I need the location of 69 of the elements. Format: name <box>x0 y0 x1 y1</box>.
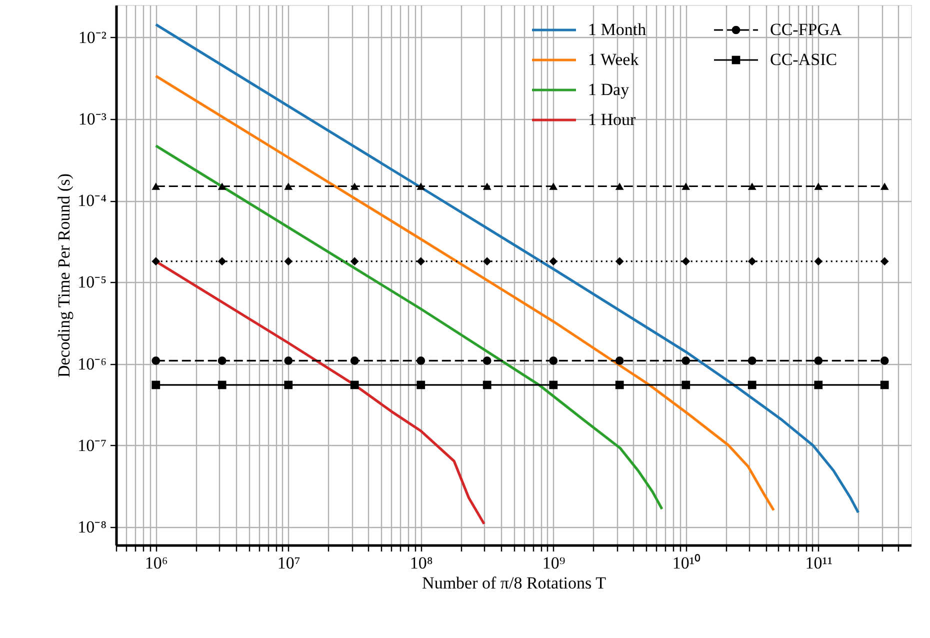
x-tick-label: 10⁸ <box>410 554 433 572</box>
point <box>615 182 624 190</box>
legend-label: 1 Week <box>588 50 640 69</box>
y-tick-label: 10⁻² <box>78 28 106 47</box>
point <box>748 257 756 266</box>
point <box>284 182 293 190</box>
point <box>549 380 558 390</box>
point <box>350 356 359 365</box>
point <box>880 356 889 365</box>
point <box>152 257 160 266</box>
legend-label: CC-FPGA <box>770 20 843 39</box>
point <box>416 380 426 390</box>
point <box>218 380 226 390</box>
point <box>416 356 426 365</box>
x-axis-title: Number of π/8 Rotations T <box>422 574 607 592</box>
point <box>549 182 558 190</box>
y-axis-title: Decoding Time Per Round (s) <box>54 174 74 378</box>
point <box>218 356 226 365</box>
y-tick-label: 10⁻³ <box>78 110 106 129</box>
legend-label: 1 Month <box>588 20 647 39</box>
point <box>880 182 889 190</box>
x-tick-label: 10⁹ <box>542 554 566 572</box>
y-tick-label: 10⁻⁸ <box>78 517 107 536</box>
point <box>350 257 359 266</box>
y-tick-label: 10⁻⁷ <box>78 436 107 455</box>
point <box>682 356 690 365</box>
point <box>549 356 558 365</box>
point <box>482 257 492 266</box>
point <box>615 257 624 266</box>
y-tick-label: 10⁻⁶ <box>78 354 107 374</box>
point <box>218 182 226 190</box>
point <box>482 380 492 390</box>
point <box>284 380 293 390</box>
point <box>880 257 889 266</box>
point <box>814 356 823 365</box>
legend-label: 1 Hour <box>588 110 636 129</box>
point <box>482 182 492 190</box>
point <box>814 182 823 190</box>
point <box>549 257 558 266</box>
y-tick-label: 10⁻⁴ <box>78 191 107 210</box>
point <box>416 182 426 190</box>
point <box>615 380 624 390</box>
x-tick-label: 10⁷ <box>277 554 300 572</box>
x-tick-label: 10¹⁰ <box>672 554 700 572</box>
point <box>748 356 756 365</box>
point <box>880 380 889 390</box>
point <box>152 356 160 365</box>
point <box>350 182 359 190</box>
point <box>284 356 293 365</box>
point <box>152 182 160 190</box>
point <box>682 182 690 190</box>
point <box>416 257 426 266</box>
y-tick-label: 10⁻⁵ <box>78 272 107 292</box>
point <box>682 380 690 390</box>
point <box>682 257 690 266</box>
point <box>814 380 823 390</box>
point <box>218 257 226 266</box>
point <box>814 257 823 266</box>
point <box>748 380 756 390</box>
point <box>482 356 492 365</box>
point <box>615 356 624 365</box>
point <box>284 257 293 266</box>
point <box>350 380 359 390</box>
x-tick-label: 10⁶ <box>144 554 168 572</box>
legend-label: CC-ASIC <box>770 50 838 69</box>
legend-label: 1 Day <box>588 80 630 99</box>
point <box>152 380 160 390</box>
x-tick-label: 10¹¹ <box>805 554 832 572</box>
point <box>748 182 756 190</box>
